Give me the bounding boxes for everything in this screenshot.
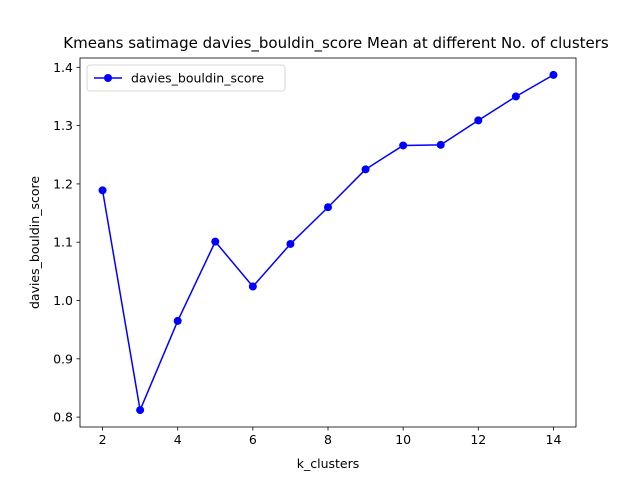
x-tick-label: 14 xyxy=(546,432,562,447)
y-tick-label: 0.8 xyxy=(53,410,73,425)
data-point xyxy=(436,140,445,149)
x-axis-label: k_clusters xyxy=(297,456,360,471)
axes-spines xyxy=(79,57,577,428)
data-point xyxy=(173,316,182,325)
x-tick-label: 6 xyxy=(249,432,257,447)
axes-frame xyxy=(79,57,577,428)
data-point xyxy=(361,165,370,174)
x-tick-label: 10 xyxy=(395,432,411,447)
x-tick-label: 12 xyxy=(470,432,486,447)
data-point xyxy=(511,92,520,101)
x-tick-label: 8 xyxy=(324,432,332,447)
data-point xyxy=(136,406,145,415)
y-tick-label: 1.2 xyxy=(53,176,73,191)
data-point xyxy=(98,186,107,195)
plot-background xyxy=(80,58,576,427)
data-point xyxy=(474,116,483,125)
y-tick-label: 1.1 xyxy=(53,235,73,250)
y-tick-label: 1.0 xyxy=(53,293,73,308)
data-point xyxy=(248,282,257,291)
y-tick-label: 1.3 xyxy=(53,118,73,133)
legend-box xyxy=(86,64,286,92)
x-tick-label: 4 xyxy=(174,432,182,447)
data-point xyxy=(211,237,220,246)
chart-title: Kmeans satimage davies_bouldin_score Mea… xyxy=(63,34,609,53)
legend: davies_bouldin_score xyxy=(86,64,286,92)
y-axis-label: davies_bouldin_score xyxy=(27,176,42,309)
data-point xyxy=(324,203,332,212)
y-tick-label: 1.4 xyxy=(53,60,73,75)
plot-area xyxy=(80,58,576,427)
x-tick-label: 2 xyxy=(99,432,107,447)
legend-label: davies_bouldin_score xyxy=(131,71,264,86)
y-tick-label: 0.9 xyxy=(53,351,73,366)
data-point xyxy=(399,141,408,150)
data-point xyxy=(549,70,558,79)
axis-ticks: 2 4 6 8 10 12 14 0.8 0.9 1.0 1.1 1.2 1.3 1.4 xyxy=(53,60,561,447)
series-layer xyxy=(98,70,558,415)
data-point xyxy=(286,239,295,248)
legend-marker xyxy=(104,74,112,82)
